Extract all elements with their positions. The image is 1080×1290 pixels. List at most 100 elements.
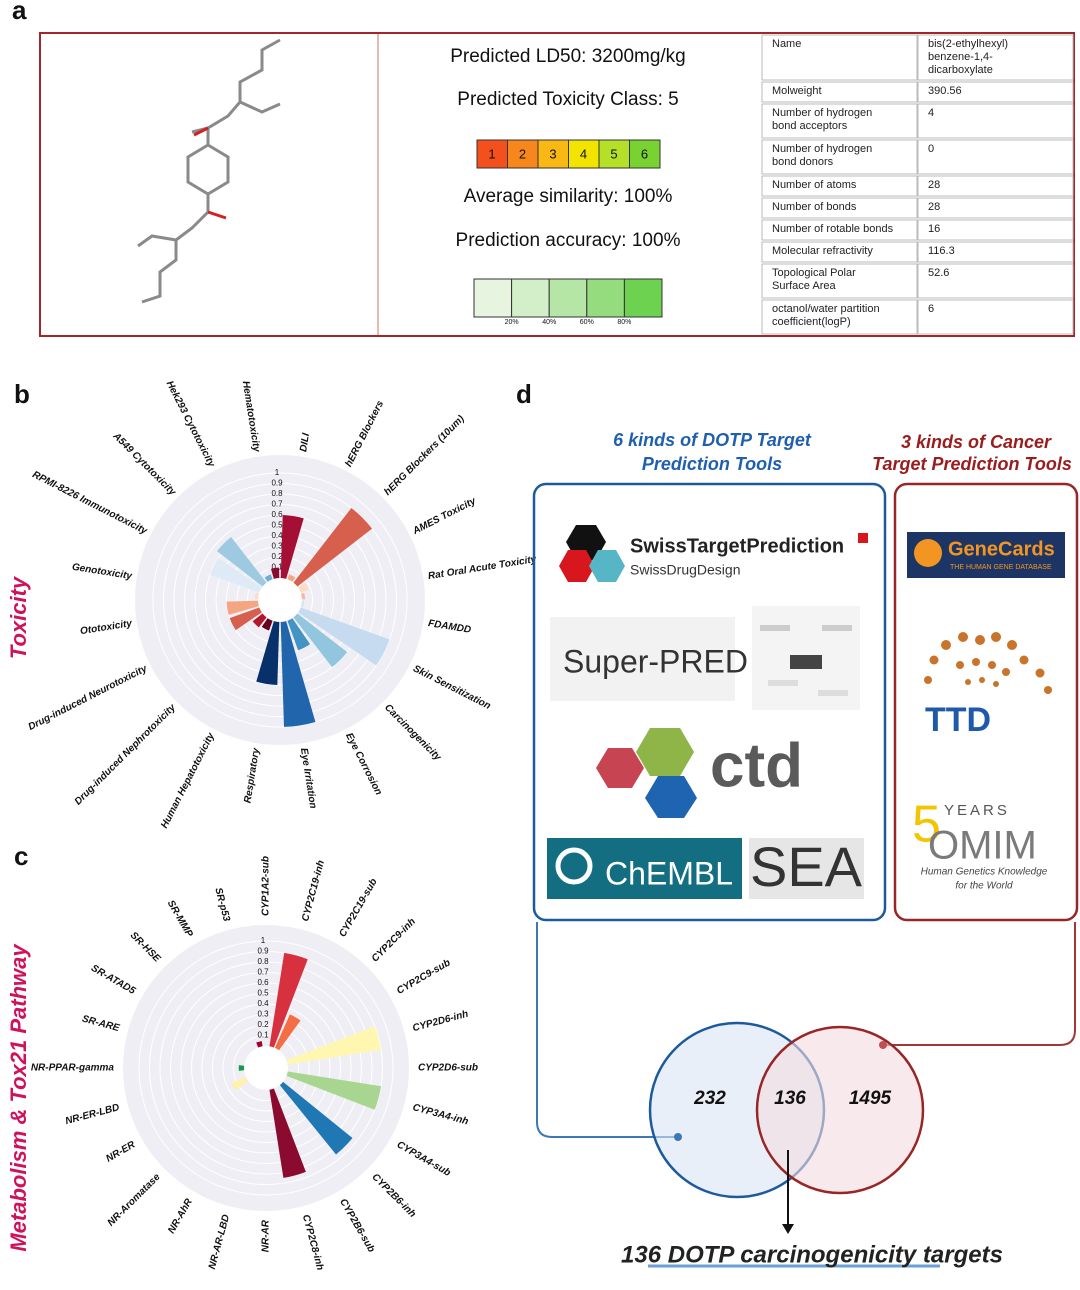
r-tick-label: 0.8 <box>271 489 283 498</box>
heading: Prediction Tools <box>642 454 782 474</box>
bar <box>269 952 308 1048</box>
bar <box>256 621 280 685</box>
class-box <box>476 139 508 169</box>
cell-text: Molweight <box>772 85 822 97</box>
category-label: CYP2C19-inh <box>300 859 327 923</box>
cell-text: 4 <box>928 107 934 119</box>
r-tick-label: 0.7 <box>257 968 269 977</box>
r-tick-label: 0.6 <box>257 978 269 987</box>
tool-name: ChEMBL <box>605 855 733 891</box>
similarity-box <box>511 278 550 318</box>
bar <box>216 536 267 587</box>
bar <box>252 613 267 628</box>
tool-name: TTD <box>925 701 991 739</box>
table-cell <box>917 103 1074 139</box>
category-label: NR-Aromatase <box>106 1171 163 1228</box>
swiss-logo <box>559 525 868 582</box>
cell-text: bond acceptors <box>772 120 848 132</box>
cell-text: Number of hydrogen <box>772 143 872 155</box>
table-cell <box>761 241 918 263</box>
category-label: AMES Toxicity <box>410 496 478 538</box>
tool-name: 5 <box>912 796 941 854</box>
bar <box>286 1026 382 1065</box>
cell-text: 28 <box>928 179 940 191</box>
tool-name: SwissTargetPrediction <box>630 535 844 557</box>
category-label: Eye Corrosion <box>343 731 384 797</box>
class-box <box>568 139 600 169</box>
category-label: SR-p53 <box>212 887 232 924</box>
category-label: NR-AhR <box>166 1196 195 1235</box>
grid-ring <box>233 1035 299 1101</box>
ld50: Predicted LD50: 3200mg/kg <box>450 46 686 67</box>
grid-ring <box>226 546 334 654</box>
venn-count: 232 <box>693 1088 726 1109</box>
grid-ring <box>236 556 324 644</box>
cell-text: bond donors <box>772 156 834 168</box>
class-label: 3 <box>549 146 556 161</box>
similarity-box <box>548 278 588 318</box>
grid-ring <box>170 972 362 1164</box>
tool-name: SEA <box>750 835 863 898</box>
accuracy: Prediction accuracy: 100% <box>456 230 681 251</box>
r-tick-label: 0.1 <box>257 1031 269 1040</box>
similarity-box <box>623 278 663 318</box>
similarity-label: 20% <box>505 319 519 326</box>
similarity-box <box>473 278 513 318</box>
r-tick-label: 0.4 <box>257 999 269 1008</box>
bar <box>269 1088 306 1178</box>
tool-name: SwissDrugDesign <box>630 562 740 578</box>
galaxy-image <box>752 606 860 710</box>
category-label: Ototoxicity <box>79 618 133 637</box>
r-tick-label: 0.5 <box>257 989 269 998</box>
bar <box>286 1071 382 1110</box>
r-tick-label: 0.5 <box>271 521 283 530</box>
panel-label: a <box>12 0 27 25</box>
category-label: NR-AR-LBD <box>207 1213 232 1270</box>
chembl-icon <box>555 847 593 885</box>
category-label: CYP2C9-inh <box>370 916 418 964</box>
cell-text: Number of rotable bonds <box>772 223 894 235</box>
class-box <box>537 139 569 169</box>
r-tick-label: 0.1 <box>271 563 283 572</box>
bar <box>293 507 373 587</box>
bar <box>209 558 262 593</box>
table-cell <box>761 81 918 103</box>
r-tick-label: 0.4 <box>271 531 283 540</box>
heading: Target Prediction Tools <box>872 454 1072 474</box>
table-cell <box>917 219 1074 241</box>
table-cell <box>761 139 918 175</box>
ctd-logo <box>596 728 697 818</box>
tool-name: THE HUMAN GENE DATABASE <box>950 564 1052 571</box>
bar <box>280 621 316 727</box>
r-tick-label: 0.7 <box>271 500 283 509</box>
heading: 3 kinds of Cancer <box>901 432 1052 452</box>
grid-ring <box>215 535 345 665</box>
grid-ring <box>152 472 408 728</box>
bar <box>238 1065 245 1071</box>
grid-ring <box>201 1003 331 1133</box>
caption: 136 DOTP carcinogenicity targets <box>621 1241 1003 1268</box>
venn-count: 136 <box>774 1088 806 1109</box>
r-tick-label: 0.2 <box>271 552 283 561</box>
table-cell <box>917 34 1074 81</box>
bar <box>293 613 348 668</box>
cell-text: 0 <box>928 143 934 155</box>
r-tick-label: 0.2 <box>257 1020 269 1029</box>
category-label: Respiratory <box>243 747 263 804</box>
bar <box>280 515 304 579</box>
category-label: CYP3A4-inh <box>411 1102 469 1127</box>
category-label: SR-MMP <box>165 899 195 940</box>
tool-name: Human Genetics Knowledge <box>921 867 1048 878</box>
connector <box>536 922 678 1138</box>
category-label: Human Hepatotoxicity <box>159 731 217 830</box>
similarity: Average similarity: 100% <box>464 186 673 207</box>
category-label: CYP2C19-sub <box>337 877 379 939</box>
category-label: A549 Cytotoxicity <box>110 430 178 498</box>
bar <box>264 574 273 582</box>
bar <box>229 607 262 631</box>
bar <box>270 567 280 579</box>
class-label: 5 <box>610 146 617 161</box>
category-label: Genotoxicity <box>71 562 133 582</box>
bar <box>274 1014 301 1051</box>
